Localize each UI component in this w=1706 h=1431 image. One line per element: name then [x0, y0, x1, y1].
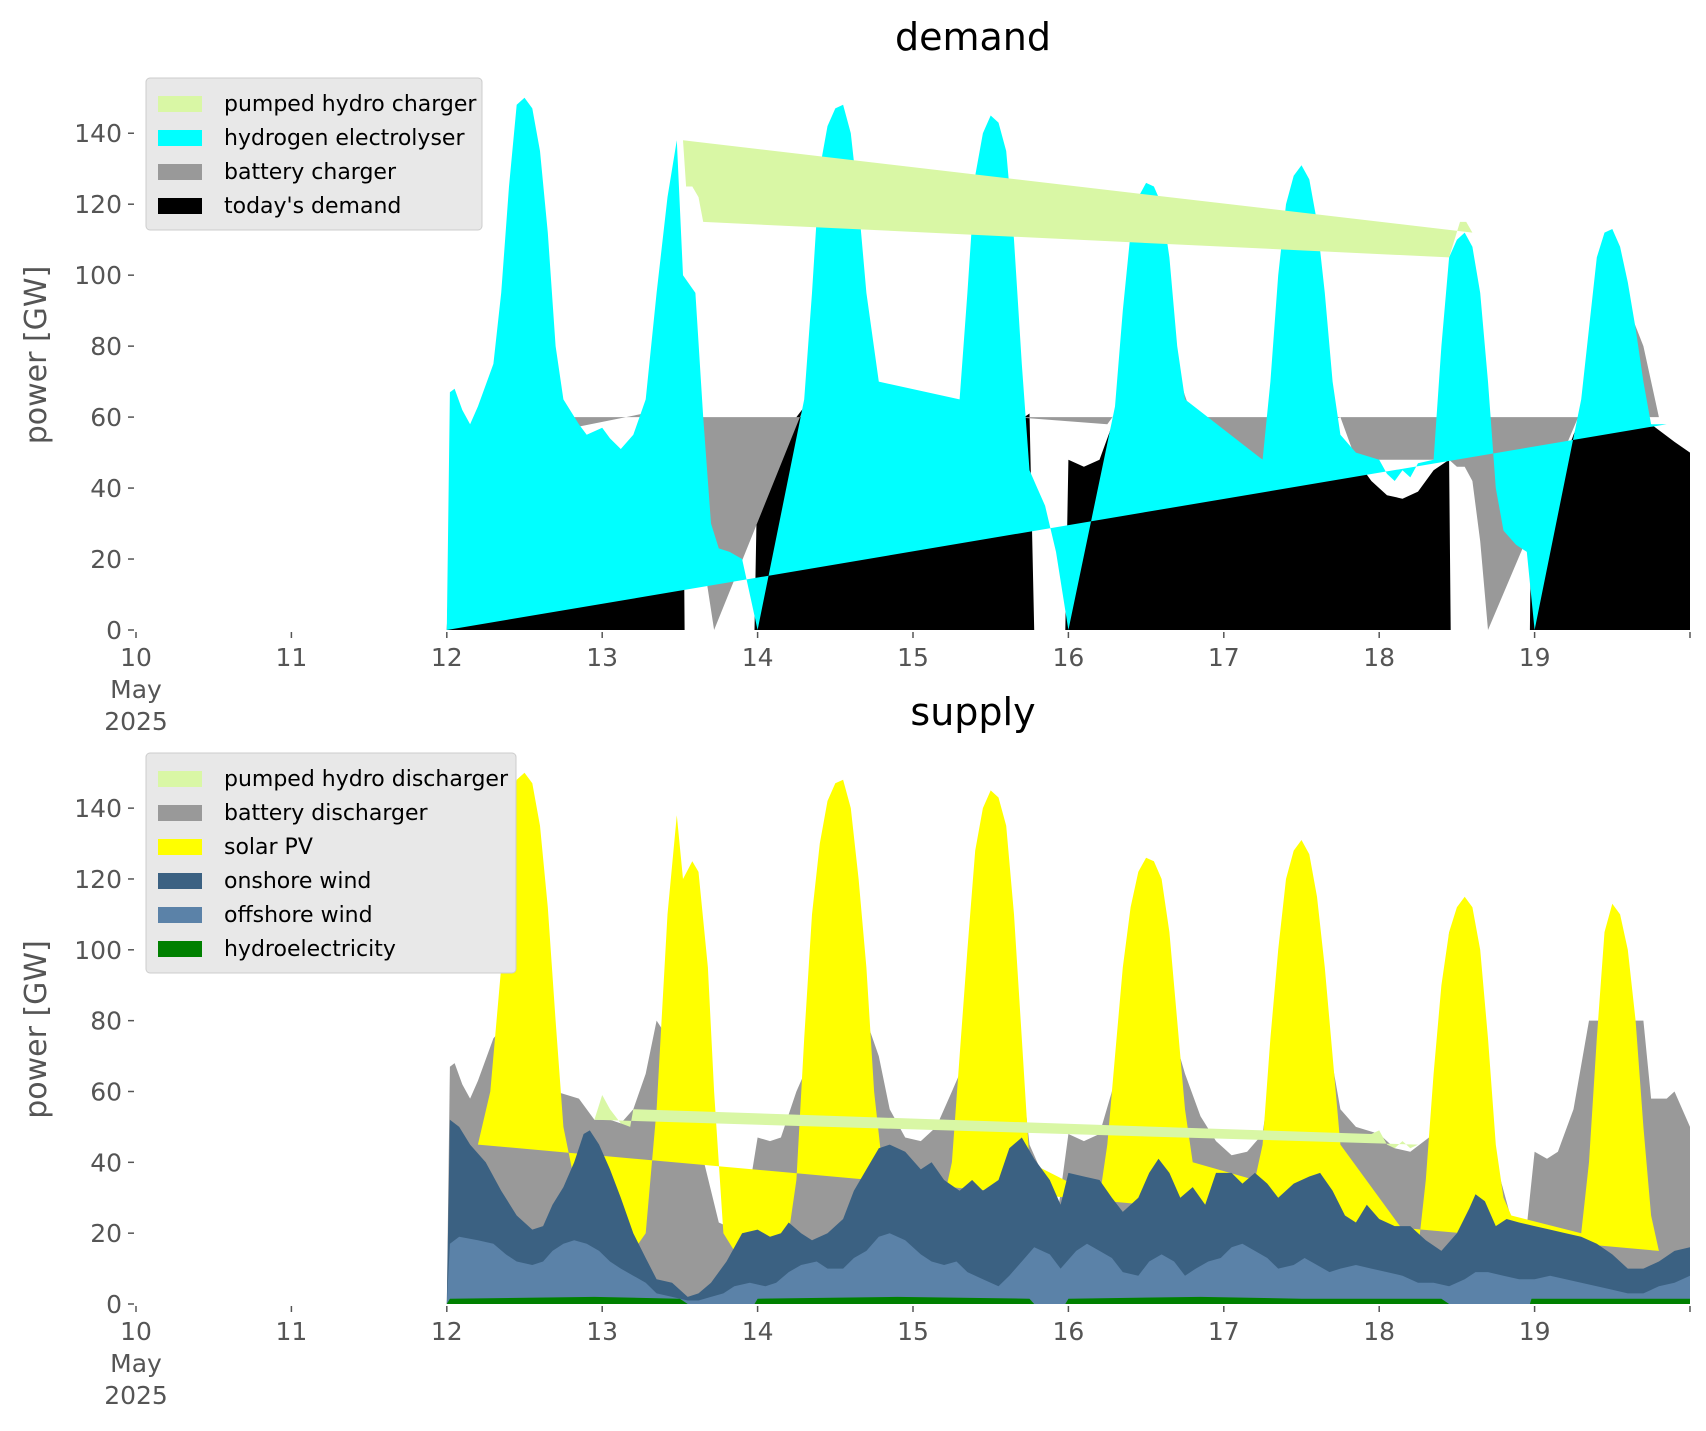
y-tick-label: 140	[74, 794, 122, 823]
area-pumped-hydro-discharger	[594, 1095, 1418, 1149]
x-tick-label: 16	[1052, 1317, 1084, 1346]
y-tick-label: 100	[74, 936, 122, 965]
legend-swatch	[158, 198, 202, 214]
y-tick-label: 40	[90, 474, 122, 503]
x-tick-label: 10	[120, 643, 152, 672]
area-onshore-wind	[446, 1119, 1690, 1304]
y-tick-label: 60	[90, 403, 122, 432]
x-tick-label: 12	[431, 643, 463, 672]
area-layers	[446, 97, 1690, 630]
x-tick-label: 18	[1363, 643, 1395, 672]
x-tick-label: 13	[586, 1317, 618, 1346]
legend-label: battery discharger	[224, 801, 429, 826]
legend-label: hydrogen electrolyser	[224, 126, 465, 151]
x-tick-label: 11	[275, 1317, 307, 1346]
x-tick-sublabel: 2025	[104, 1381, 168, 1410]
y-tick-label: 80	[90, 332, 122, 361]
x-axis: 10 11 12 13 14 15 16 17 18 19 May 2025	[104, 1306, 1691, 1410]
y-axis: 0 20 40 60 80 100 120 140 power [GW]	[19, 794, 134, 1319]
y-axis-label: power [GW]	[19, 940, 54, 1119]
y-axis-label: power [GW]	[19, 266, 54, 445]
legend-label: today's demand	[224, 194, 401, 219]
x-tick-sublabel: May	[110, 1349, 162, 1378]
x-tick-label: 11	[275, 643, 307, 672]
x-tick-label: 15	[897, 1317, 929, 1346]
legend-label: onshore wind	[224, 869, 371, 894]
x-tick-label: 13	[586, 643, 618, 672]
y-tick-label: 20	[90, 1219, 122, 1248]
y-tick-label: 0	[106, 616, 122, 645]
x-tick-label: 14	[742, 643, 774, 672]
legend-swatch	[158, 805, 202, 821]
x-tick-sublabel: 2025	[104, 707, 168, 736]
area-layers	[446, 772, 1690, 1304]
chart-title: demand	[895, 15, 1051, 59]
y-tick-label: 80	[90, 1007, 122, 1036]
legend-label: offshore wind	[224, 903, 373, 928]
legend-box	[145, 752, 517, 974]
legend-swatch	[158, 941, 202, 957]
y-tick-label: 140	[74, 119, 122, 148]
legend-swatch	[158, 839, 202, 855]
legend-swatch	[158, 907, 202, 923]
legend-label: pumped hydro discharger	[224, 767, 509, 792]
legend-label: pumped hydro charger	[224, 92, 477, 117]
legend-swatch	[158, 130, 202, 146]
demand-chart: demand 0 20 40 60 80 100 120 140 power [GW] 10 11 12…	[19, 15, 1691, 736]
legend-box	[145, 77, 483, 231]
x-tick-label: 17	[1208, 643, 1240, 672]
y-tick-label: 40	[90, 1148, 122, 1177]
legend: pumped hydro discharger battery discharge…	[145, 752, 517, 974]
x-tick-sublabel: May	[110, 675, 162, 704]
y-tick-label: 60	[90, 1077, 122, 1106]
y-tick-label: 100	[74, 261, 122, 290]
area-offshore-wind	[446, 1233, 1690, 1304]
legend-swatch	[158, 96, 202, 112]
y-tick-label: 20	[90, 545, 122, 574]
legend-swatch	[158, 164, 202, 180]
x-tick-label: 15	[897, 643, 929, 672]
area-pumped-hydro-charger	[683, 140, 1473, 258]
legend-swatch	[158, 771, 202, 787]
area-today-s-demand	[446, 402, 1690, 630]
legend-label: hydroelectricity	[224, 937, 396, 962]
y-tick-label: 120	[74, 865, 122, 894]
x-tick-label: 14	[742, 1317, 774, 1346]
x-axis: 10 11 12 13 14 15 16 17 18 19 May 2025	[104, 632, 1691, 736]
supply-chart: supply 0 20 40 60 80 100 120 140 power [GW] 10 11 12…	[19, 690, 1691, 1410]
area-hydrogen-electrolyser	[446, 97, 1667, 630]
legend-label: solar PV	[224, 835, 313, 860]
y-tick-label: 0	[106, 1290, 122, 1319]
legend-swatch	[158, 873, 202, 889]
x-tick-label: 19	[1519, 1317, 1551, 1346]
x-tick-label: 10	[120, 1317, 152, 1346]
area-battery-charger	[493, 300, 1659, 630]
legend-label: battery charger	[224, 160, 397, 185]
x-tick-label: 16	[1052, 643, 1084, 672]
x-tick-label: 17	[1208, 1317, 1240, 1346]
x-tick-label: 12	[431, 1317, 463, 1346]
legend: pumped hydro charger hydrogen electrolyse…	[145, 77, 483, 231]
area-hydroelectricity	[446, 1296, 1690, 1304]
chart-title: supply	[910, 690, 1035, 734]
y-axis: 0 20 40 60 80 100 120 140 power [GW]	[19, 119, 134, 645]
y-tick-label: 120	[74, 190, 122, 219]
x-tick-label: 19	[1519, 643, 1551, 672]
x-tick-label: 18	[1363, 1317, 1395, 1346]
